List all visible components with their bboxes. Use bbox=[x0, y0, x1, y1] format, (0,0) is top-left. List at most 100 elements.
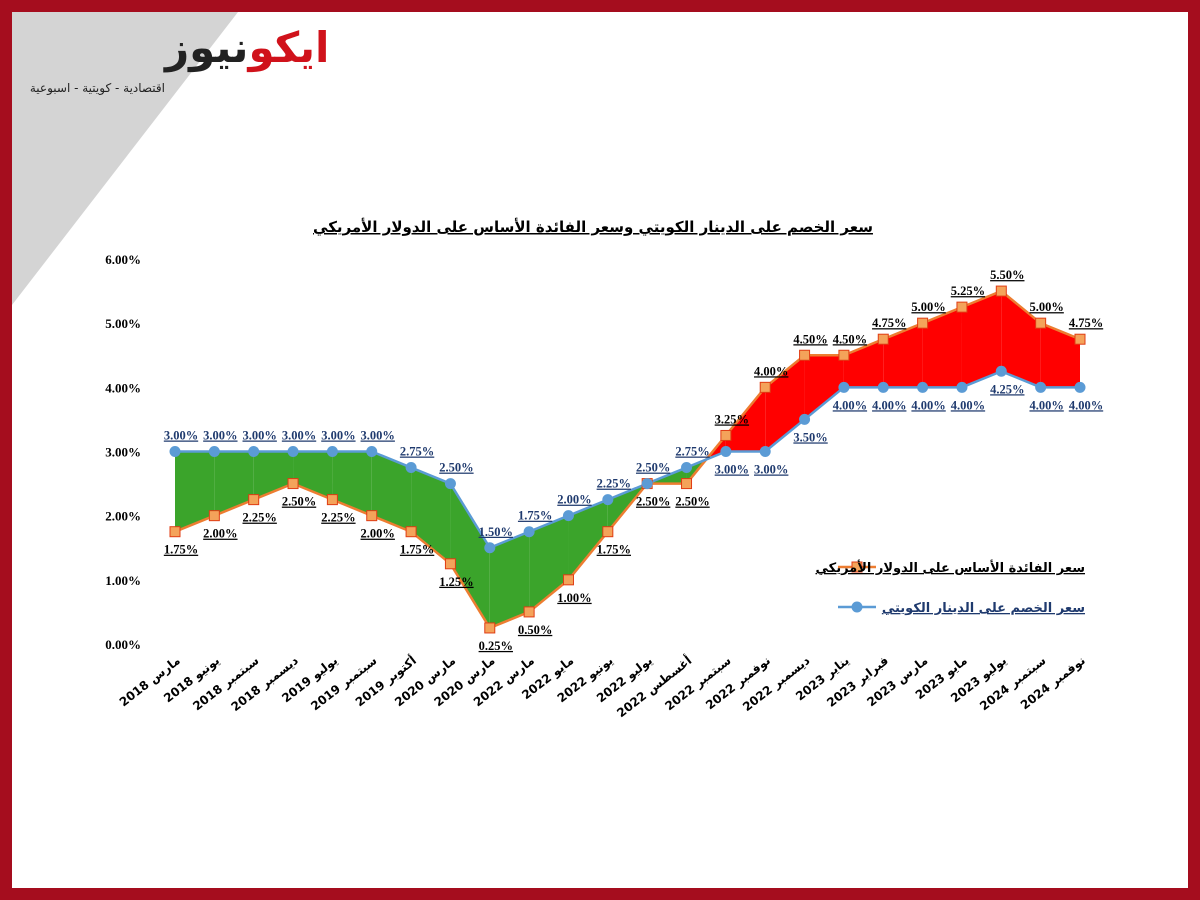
data-point bbox=[838, 381, 850, 393]
data-point bbox=[681, 478, 693, 490]
data-label: 5.00% bbox=[1029, 300, 1063, 314]
data-label: 3.00% bbox=[164, 429, 198, 443]
data-label: 1.75% bbox=[400, 543, 434, 557]
data-point bbox=[444, 478, 456, 490]
data-label: 2.75% bbox=[675, 445, 709, 459]
spread-area bbox=[725, 387, 766, 452]
canvas bbox=[12, 12, 1188, 888]
data-point bbox=[248, 446, 260, 457]
data-label: 0.50% bbox=[518, 623, 552, 637]
data-label: 5.00% bbox=[911, 300, 945, 314]
data-point bbox=[208, 510, 220, 522]
data-label: 4.00% bbox=[872, 398, 906, 412]
data-label: 1.75% bbox=[518, 509, 552, 523]
data-label: 1.75% bbox=[164, 543, 198, 557]
data-point bbox=[444, 558, 456, 570]
data-label: 1.00% bbox=[557, 591, 591, 605]
data-point bbox=[366, 446, 378, 457]
spread-area bbox=[568, 499, 608, 580]
data-point bbox=[287, 446, 299, 457]
data-label: 4.00% bbox=[754, 364, 788, 378]
data-point bbox=[838, 349, 850, 361]
logo-red: ايكو bbox=[246, 23, 329, 73]
legend-marker bbox=[851, 561, 863, 573]
spread-area bbox=[804, 355, 844, 420]
data-point bbox=[1074, 333, 1086, 345]
y-tick-label: 2.00% bbox=[105, 509, 141, 524]
data-label: 1.50% bbox=[479, 525, 513, 539]
spread-area bbox=[529, 515, 569, 612]
legend-label: سعر الخصم على الدينار الكويتي bbox=[882, 601, 1085, 616]
spread-area bbox=[332, 451, 372, 516]
data-point bbox=[169, 526, 181, 538]
y-tick-label: 5.00% bbox=[105, 316, 141, 331]
data-point bbox=[759, 381, 771, 393]
data-point bbox=[720, 446, 732, 457]
data-label: 2.75% bbox=[400, 445, 434, 459]
data-label: 2.50% bbox=[636, 495, 670, 509]
data-label: 3.00% bbox=[715, 463, 749, 477]
data-label: 3.00% bbox=[321, 429, 355, 443]
data-label: 5.50% bbox=[990, 268, 1024, 282]
spread-area bbox=[214, 451, 254, 516]
data-label: 5.25% bbox=[951, 284, 985, 298]
series-line bbox=[174, 289, 1081, 630]
data-point bbox=[917, 317, 929, 329]
data-label: 3.25% bbox=[715, 412, 749, 426]
data-point bbox=[287, 478, 299, 490]
logo-dark: نيوز bbox=[163, 23, 248, 73]
data-label: 4.00% bbox=[1029, 398, 1063, 412]
data-point bbox=[484, 542, 496, 554]
data-point bbox=[562, 510, 574, 522]
spread-area bbox=[961, 291, 1002, 388]
data-point bbox=[602, 494, 614, 506]
logo: ايكونيوز bbox=[163, 23, 329, 73]
data-label: 4.25% bbox=[990, 382, 1024, 396]
data-label: 4.50% bbox=[833, 332, 867, 346]
y-tick-label: 6.00% bbox=[105, 252, 141, 267]
data-label: 2.00% bbox=[557, 493, 591, 507]
data-point bbox=[405, 462, 417, 474]
data-point bbox=[602, 526, 614, 538]
data-point bbox=[326, 446, 338, 457]
data-point bbox=[484, 622, 496, 634]
data-label: 4.00% bbox=[951, 398, 985, 412]
data-point bbox=[208, 446, 220, 457]
chart-title: سعر الخصم على الدينار الكويتي وسعر الفائ… bbox=[313, 218, 873, 236]
data-label: 2.50% bbox=[282, 495, 316, 509]
data-point bbox=[326, 494, 338, 506]
data-point bbox=[720, 429, 732, 441]
data-point bbox=[405, 526, 417, 538]
data-label: 2.25% bbox=[243, 511, 277, 525]
legend-marker bbox=[851, 601, 863, 613]
data-point bbox=[995, 365, 1007, 377]
spread-area bbox=[450, 483, 490, 628]
spread-area bbox=[883, 323, 923, 388]
data-point bbox=[169, 446, 181, 457]
data-label: 2.50% bbox=[439, 461, 473, 475]
data-label: 2.50% bbox=[636, 461, 670, 475]
data-point bbox=[1035, 317, 1047, 329]
data-point bbox=[799, 413, 811, 425]
data-point bbox=[995, 285, 1007, 297]
y-tick-label: 4.00% bbox=[105, 380, 141, 395]
data-label: 2.00% bbox=[203, 527, 237, 541]
spread-area bbox=[175, 451, 215, 532]
data-point bbox=[877, 333, 889, 345]
data-label: 4.50% bbox=[793, 332, 827, 346]
data-label: 3.00% bbox=[203, 429, 237, 443]
data-point bbox=[759, 446, 771, 457]
y-tick-label: 1.00% bbox=[105, 573, 141, 588]
data-label: 4.00% bbox=[1069, 398, 1103, 412]
data-label: 4.75% bbox=[1069, 316, 1103, 330]
data-point bbox=[681, 462, 693, 474]
spread-area bbox=[922, 307, 962, 388]
data-point bbox=[248, 494, 260, 506]
data-label: 3.00% bbox=[243, 429, 277, 443]
data-label: 2.25% bbox=[321, 511, 355, 525]
data-label: 3.00% bbox=[361, 429, 395, 443]
data-point bbox=[641, 478, 653, 490]
data-label: 3.00% bbox=[282, 429, 316, 443]
y-tick-label: 3.00% bbox=[105, 445, 141, 460]
